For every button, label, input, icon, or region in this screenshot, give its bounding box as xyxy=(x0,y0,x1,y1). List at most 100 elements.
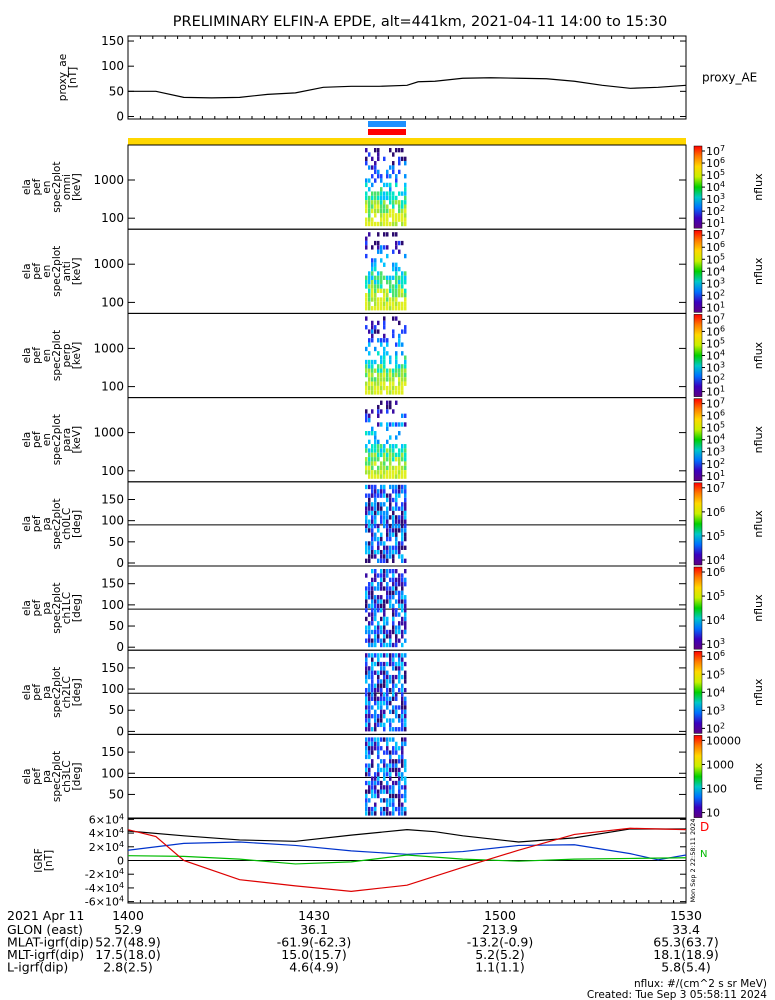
spectrogram-cell xyxy=(380,661,383,667)
spectrogram-cell xyxy=(374,258,377,263)
spectrogram-cell xyxy=(398,515,401,520)
spectrogram-cell xyxy=(374,178,377,183)
spectrogram-cell xyxy=(377,754,380,760)
spectrogram-cell xyxy=(392,422,395,427)
spectrogram-cell xyxy=(404,200,407,205)
spectrogram-cell xyxy=(365,510,368,516)
spectrogram-cell xyxy=(380,400,383,405)
spectrogram-cell xyxy=(371,785,374,790)
spectrogram-cell xyxy=(398,806,401,812)
spectrogram-cell xyxy=(389,148,392,153)
spectrogram-cell xyxy=(368,722,371,728)
spectrogram-cell xyxy=(389,465,392,471)
spectrogram-cell xyxy=(383,727,386,732)
spectrogram-cell xyxy=(365,670,368,675)
ela_pef_en_omni-ylabel-line: en xyxy=(41,181,53,194)
spectrogram-cell xyxy=(398,687,401,693)
spectrogram-cell xyxy=(377,452,380,458)
spectrogram-cell xyxy=(392,316,395,321)
spectrogram-cell xyxy=(365,674,368,680)
spectrogram-cell xyxy=(401,288,404,294)
spectrogram-cell xyxy=(389,187,392,192)
spectrogram-cell xyxy=(371,182,374,188)
spectrogram-cell xyxy=(374,484,377,490)
spectrogram-cell xyxy=(386,573,389,578)
spectrogram-cell xyxy=(365,284,368,289)
spectrogram-cell xyxy=(386,232,389,237)
spectrogram-cell xyxy=(386,182,389,188)
spectrogram-cell xyxy=(395,714,398,719)
spectrogram-cell xyxy=(377,148,380,153)
spectrogram-cell xyxy=(380,372,383,378)
spectrogram-cell xyxy=(377,377,380,382)
spectrogram-cell xyxy=(395,705,398,710)
spectrogram-cell xyxy=(377,249,380,254)
spectrogram-cell xyxy=(389,754,392,760)
spectrogram-cell xyxy=(377,629,380,635)
spectrogram-cell xyxy=(401,737,404,742)
spectrogram-cell xyxy=(386,221,389,227)
spectrogram-cell xyxy=(392,444,395,449)
spectrogram-cell xyxy=(395,541,398,546)
colorbar-tick-label: 101 xyxy=(706,469,725,483)
spectrogram-cell xyxy=(389,642,392,648)
orbit-row-value: 2.8(2.5) xyxy=(103,960,153,975)
spectrogram-cell xyxy=(377,195,380,201)
colorbar-tick-label: 104 xyxy=(706,180,725,194)
ela_pef_en_perp-ylabel-line: [keV] xyxy=(71,342,83,370)
orbit-row-value: 5.2(5.2) xyxy=(475,947,525,962)
spectrogram-cell xyxy=(386,519,389,524)
spectrogram-cell xyxy=(365,236,368,241)
spectrogram-cell xyxy=(365,191,368,196)
spectrogram-cell xyxy=(404,422,407,427)
spectrogram-cell xyxy=(398,653,401,658)
spectrogram-cell xyxy=(395,457,398,462)
spectrogram-cell xyxy=(389,696,392,701)
ela_pef_en_anti-panel: 1001000101102103104105106107nfluxelapefe… xyxy=(21,228,765,314)
spectrogram-cell xyxy=(371,603,374,609)
spectrogram-cell xyxy=(377,789,380,794)
spectrogram-cell xyxy=(389,554,392,559)
spectrogram-cell xyxy=(371,608,374,613)
spectrogram-cell xyxy=(377,368,380,373)
spectrogram-cell xyxy=(386,536,389,542)
spectrogram-cell xyxy=(395,372,398,378)
orbit-row-value: 1.1(1.1) xyxy=(475,960,525,975)
spectrogram-cell xyxy=(371,372,374,378)
spectrogram-cell xyxy=(389,444,392,449)
spectrogram-cell xyxy=(368,368,371,373)
spectrogram-cell xyxy=(386,746,389,751)
spectrogram-cell xyxy=(377,232,380,237)
spectrogram-cell xyxy=(395,297,398,302)
spectrogram-cell xyxy=(371,204,374,209)
spectrogram-cell xyxy=(395,422,398,427)
spectrogram-cell xyxy=(380,536,383,542)
spectrogram-cell xyxy=(404,484,407,490)
spectrogram-cell xyxy=(374,573,377,578)
spectrogram-cell xyxy=(404,195,407,201)
spectrogram-cell xyxy=(365,741,368,747)
spectrogram-cell xyxy=(368,359,371,365)
spectrogram-cell xyxy=(404,372,407,378)
spectrogram-cell xyxy=(371,510,374,516)
spectrogram-cell xyxy=(398,448,401,453)
spectrogram-cell xyxy=(368,625,371,630)
spectrogram-cell xyxy=(383,737,386,742)
spectrogram-cell xyxy=(404,780,407,786)
spectrogram-cell xyxy=(389,484,392,490)
spectrogram-cell xyxy=(392,372,395,378)
spectrogram-cell xyxy=(404,444,407,449)
spectrogram-cell xyxy=(371,727,374,732)
spectrogram-cell xyxy=(386,377,389,382)
spectrogram-cell xyxy=(398,595,401,600)
spectrogram-cell xyxy=(401,586,404,591)
spectrogram-cell xyxy=(395,599,398,604)
spectrogram-cell xyxy=(398,275,401,280)
spectrogram-cell xyxy=(395,523,398,529)
spectrogram-cell xyxy=(365,653,368,658)
spectrogram-cell xyxy=(389,793,392,799)
spectrogram-cell xyxy=(392,811,395,816)
ela_pef_pa_ch3LC-ylabel-line: ela xyxy=(21,769,33,785)
spectrogram-cell xyxy=(368,789,371,794)
spectrogram-cell xyxy=(371,528,374,533)
